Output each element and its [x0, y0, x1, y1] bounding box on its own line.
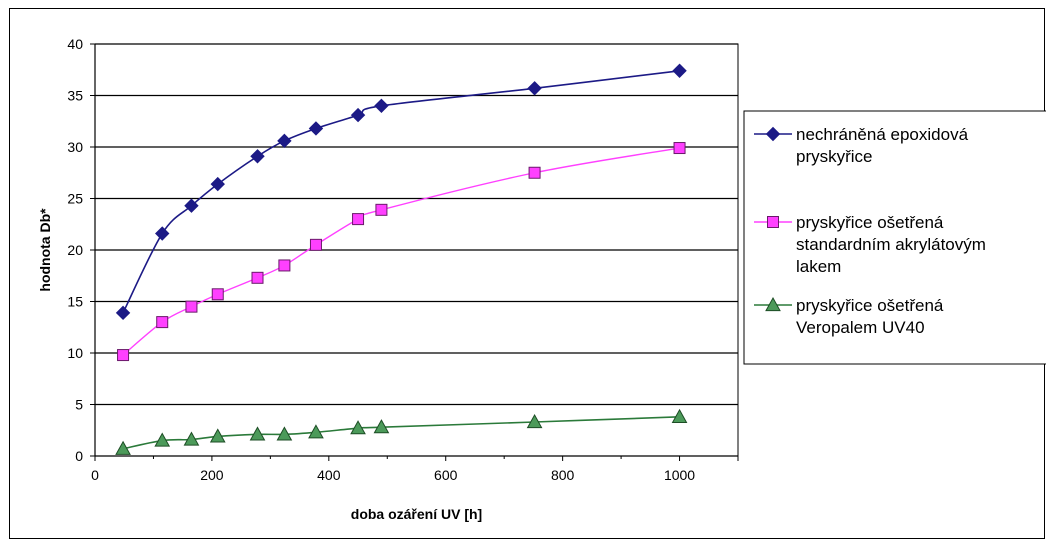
x-tick-label: 400	[317, 467, 341, 483]
legend-label-3: Veropalem UV40	[796, 318, 925, 337]
series-2-point	[251, 271, 264, 284]
axes	[90, 43, 739, 461]
y-tick-label: 30	[67, 139, 83, 155]
series-1-point	[184, 198, 199, 213]
series-1-point	[155, 226, 170, 241]
legend-label-2: standardním akrylátovým	[796, 235, 986, 254]
y-tick-label: 40	[67, 36, 83, 52]
series-3-point	[154, 432, 171, 447]
series-2-point	[185, 300, 198, 313]
series-1-point	[115, 305, 131, 321]
series-1-point	[350, 107, 366, 123]
x-tick-labels: 0 200 400 600 800 1000	[91, 467, 695, 483]
legend-label-2: lakem	[796, 257, 841, 276]
legend-label-2: pryskyřice ošetřená	[796, 213, 944, 232]
series-1-point	[308, 121, 324, 136]
x-tick-label: 0	[91, 467, 99, 483]
legend-marker-3	[765, 296, 781, 312]
y-tick-label: 5	[75, 397, 83, 413]
legend-label-1: pryskyřice	[796, 147, 873, 166]
series-3-point	[115, 440, 131, 455]
series-2-line	[122, 147, 680, 356]
series-2-point	[375, 203, 388, 216]
y-tick-labels: 0 5 10 15 20 25 30 35 40	[67, 36, 83, 464]
y-axis-title: hodnota Db*	[37, 208, 53, 292]
series-2-point	[352, 213, 365, 226]
x-axis-title: doba ozáření UV [h]	[351, 506, 482, 522]
legend-label-3: pryskyřice ošetřená	[796, 296, 944, 315]
legend-marker-2	[767, 216, 779, 228]
y-tick-label: 20	[67, 242, 83, 258]
legend-marker-1	[765, 126, 781, 142]
series-2-point	[278, 259, 291, 272]
series-3-point	[209, 428, 226, 443]
series-3	[115, 408, 688, 455]
series-1-point	[374, 98, 389, 114]
series-layer	[115, 63, 688, 455]
legend-item-2: pryskyřice ošetřená standardním akrylátov…	[754, 213, 986, 276]
series-3-point	[671, 408, 688, 423]
series-3-point	[350, 420, 366, 435]
series-2-point	[211, 288, 224, 301]
series-3-point	[183, 431, 200, 446]
series-3-point	[249, 426, 266, 441]
legend-item-3: pryskyřice ošetřená Veropalem UV40	[754, 296, 944, 337]
y-tick-label: 10	[67, 345, 83, 361]
y-tick-label: 35	[67, 88, 83, 104]
series-2-point	[673, 142, 686, 155]
legend-box	[743, 110, 1046, 365]
series-1-point	[250, 149, 265, 164]
legend: nechráněná epoxidová pryskyřice pryskyřice…	[743, 110, 1046, 365]
series-3-line	[122, 416, 680, 450]
series-2-point	[309, 238, 322, 251]
series-1-point	[672, 63, 687, 78]
gridlines	[95, 43, 738, 406]
series-2-point	[528, 166, 541, 179]
x-tick-label: 600	[434, 467, 458, 483]
legend-label-1: nechráněná epoxidová	[796, 125, 969, 144]
legend-item-1: nechráněná epoxidová pryskyřice	[754, 125, 969, 166]
series-2	[117, 142, 686, 362]
x-tick-label: 200	[200, 467, 224, 483]
y-tick-label: 25	[67, 191, 83, 207]
series-3-point	[373, 419, 390, 434]
y-tick-label: 0	[75, 448, 83, 464]
x-tick-label: 1000	[664, 467, 695, 483]
series-3-point	[276, 426, 293, 441]
y-tick-label: 15	[67, 294, 83, 310]
series-3-point	[526, 413, 543, 429]
series-2-point	[117, 349, 130, 362]
series-2-point	[156, 316, 169, 329]
series-1-point	[277, 133, 292, 149]
series-1	[115, 63, 687, 321]
series-1-point	[527, 81, 542, 96]
series-3-point	[308, 424, 324, 439]
x-tick-label: 800	[551, 467, 575, 483]
series-1-point	[210, 176, 225, 192]
series-1-line	[122, 69, 680, 314]
